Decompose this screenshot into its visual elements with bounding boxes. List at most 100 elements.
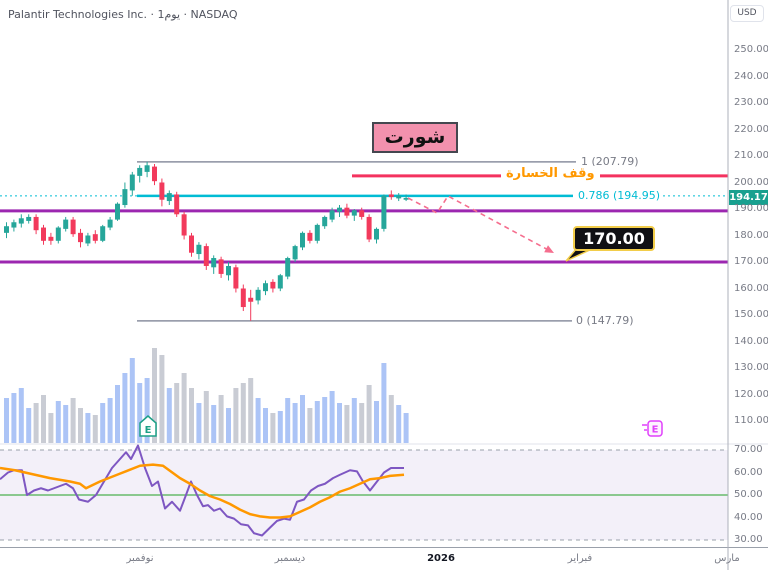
volume-bar [144, 378, 150, 443]
candle-body [107, 219, 113, 228]
volume-bar [4, 398, 9, 443]
rsi-tick-label: 60.00 [734, 466, 763, 478]
volume-bar [85, 413, 91, 443]
projection-path[interactable] [407, 194, 553, 253]
candle-body [33, 216, 39, 231]
volume-bar [329, 391, 335, 443]
time-axis-label: ديسمبر [274, 553, 306, 564]
candle-body [55, 227, 61, 241]
volume-bar [403, 413, 409, 443]
volume-bar [300, 395, 305, 443]
candle-body [70, 219, 76, 235]
candle-body [100, 226, 106, 241]
candle-body [152, 166, 157, 182]
symbol-title[interactable]: Palantir Technologies Inc. · 1يوم · NASD… [8, 8, 238, 21]
volume-bar [396, 405, 402, 443]
volume-bar [277, 411, 283, 443]
volume-bar [366, 385, 372, 443]
price-tick-label: 210.00 [734, 150, 768, 161]
candle-body [166, 193, 172, 202]
volume-bar [381, 363, 387, 443]
volume-bar [26, 408, 32, 443]
volume-bar [189, 388, 194, 443]
volume-bar [218, 395, 224, 443]
price-tick-label: 250.00 [734, 44, 768, 55]
volume-bar [63, 405, 69, 443]
volume-bar [292, 403, 298, 443]
candle-body [137, 167, 143, 176]
volume-bar [351, 398, 357, 443]
volume-bar [322, 397, 328, 443]
price-tick-label: 220.00 [734, 123, 768, 135]
candle-body [359, 210, 365, 217]
volume-bar [115, 385, 120, 443]
volume-bar [48, 413, 54, 443]
rsi-line [0, 444, 404, 537]
candle-body [300, 232, 305, 248]
fib-level-0-label: 0 (147.79) [576, 314, 634, 327]
volume-bar [374, 401, 379, 443]
volume-bar [285, 398, 291, 443]
time-axis-label: 2026 [427, 553, 455, 564]
volume-bar [70, 398, 76, 443]
volume-bar [174, 383, 180, 443]
volume-bar [211, 405, 217, 443]
price-tick-label: 190.00 [734, 203, 768, 214]
fib-level-0786-label: 0.786 (194.95) [578, 189, 661, 202]
short-annotation[interactable]: شورت [372, 122, 458, 153]
candle-body [92, 234, 98, 241]
price-tick-label: 140.00 [734, 335, 768, 347]
candle-body [203, 246, 209, 266]
candle-body [211, 258, 217, 268]
rsi-ma-line [0, 463, 405, 519]
price-tick-label: 110.00 [734, 415, 768, 426]
volume-bar [41, 395, 46, 443]
volume-bar [181, 373, 187, 443]
volume-bar [152, 348, 157, 443]
candle-body [403, 197, 409, 200]
candle-body [122, 189, 128, 206]
time-axis-label: مارس [714, 553, 740, 564]
candle-body [277, 275, 283, 289]
fib-level-1-label: 1 (207.79) [581, 155, 639, 168]
candle-body [292, 246, 298, 260]
last-price-badge: 194.17 [729, 190, 768, 205]
currency-button[interactable]: USD [730, 5, 764, 22]
earnings-reported-icon[interactable] [139, 415, 157, 437]
candle-body [233, 267, 239, 289]
candle-body [270, 281, 276, 289]
projection-arrowhead [544, 245, 554, 253]
volume-bar [233, 388, 239, 443]
price-tick-label: 160.00 [734, 282, 768, 294]
candle-body [322, 216, 328, 227]
candle-body [4, 226, 9, 233]
volume-bar [55, 401, 61, 443]
volume-bar [122, 373, 128, 443]
stop-loss-label[interactable]: وقف الخسارة [501, 166, 600, 181]
candle-body [18, 218, 24, 224]
volume-bar [248, 378, 254, 443]
price-tick-label: 170.00 [734, 256, 768, 267]
rsi-tick-label: 40.00 [734, 511, 763, 523]
candle-body [374, 228, 379, 240]
candle-body [396, 195, 402, 199]
price-target-callout[interactable]: 170.00 [573, 226, 655, 251]
price-tick-label: 120.00 [734, 388, 768, 400]
candle-body [41, 227, 46, 241]
candle-body [26, 216, 32, 221]
volume-bar [226, 408, 231, 443]
volume-bar [359, 403, 365, 443]
candle-body [351, 210, 357, 216]
volume-bar [196, 403, 202, 443]
candle-body [48, 236, 54, 241]
volume-bar [344, 405, 350, 443]
volume-bar [337, 403, 342, 443]
time-axis-label: فبراير [567, 553, 593, 564]
candle-body [240, 288, 246, 308]
earnings-upcoming-icon[interactable] [647, 420, 663, 437]
candle-body [181, 214, 187, 236]
candle-body [337, 207, 342, 212]
candle-body [255, 289, 261, 301]
